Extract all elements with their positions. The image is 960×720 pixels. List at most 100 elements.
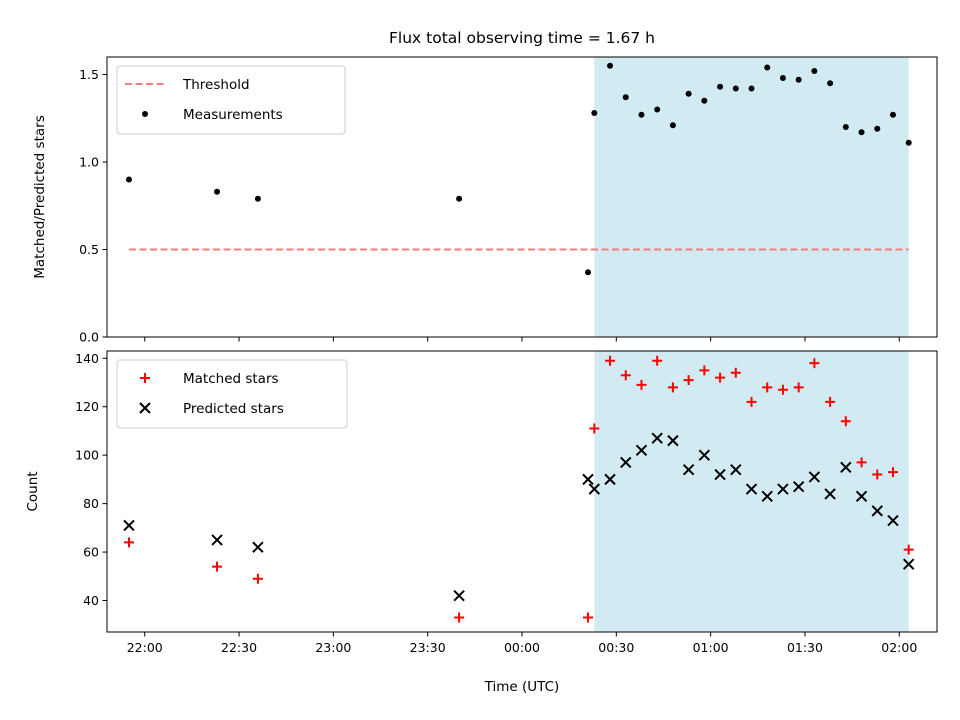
data-point (871, 505, 883, 517)
data-point (652, 355, 663, 366)
data-point (683, 375, 694, 386)
data-point (748, 85, 755, 92)
data-point (685, 90, 692, 97)
data-point (605, 355, 616, 366)
data-point (889, 111, 896, 118)
data-point (126, 176, 133, 183)
data-point (903, 544, 914, 555)
data-point (717, 83, 724, 90)
chart-title: Flux total observing time = 1.67 h (389, 29, 655, 47)
data-point (667, 434, 679, 447)
data-point (682, 463, 695, 476)
data-point (902, 558, 915, 570)
legend-label: Matched stars (183, 371, 279, 387)
y-tick-label: 0.0 (79, 330, 99, 345)
data-point (746, 396, 757, 407)
data-point (732, 85, 739, 92)
data-point (872, 469, 883, 480)
data-point (454, 612, 465, 623)
data-point (667, 382, 678, 393)
legend: Matched stars Predicted stars (116, 359, 348, 429)
data-point (714, 468, 726, 481)
legend-box (116, 359, 348, 429)
series-matched-stars (124, 355, 914, 623)
y-tick-label: 120 (75, 399, 99, 414)
data-point (591, 110, 598, 116)
data-point (252, 541, 264, 553)
data-point (887, 467, 898, 478)
y-tick-label: 40 (83, 593, 99, 608)
data-point (636, 379, 647, 390)
y-tick-label: 0.5 (79, 242, 99, 257)
legend-label: Measurements (183, 107, 283, 123)
legend-label: Predicted stars (183, 401, 284, 417)
data-point (809, 358, 820, 369)
data-point (779, 75, 786, 81)
data-point (698, 449, 711, 461)
data-point (808, 471, 821, 483)
data-point (583, 612, 594, 623)
data-point (824, 488, 836, 500)
y-tick-label: 1.5 (79, 67, 99, 82)
data-point (825, 396, 836, 407)
data-point (635, 444, 648, 457)
data-point (887, 514, 899, 527)
y-tick-label: 140 (75, 351, 99, 366)
data-point (792, 480, 805, 493)
x-tick-label: 01:30 (787, 640, 823, 655)
x-tick-label: 23:00 (315, 640, 351, 655)
data-point (669, 122, 676, 129)
data-point (730, 463, 742, 476)
data-point (585, 269, 592, 276)
shaded-region (594, 57, 909, 337)
data-point (582, 473, 594, 486)
data-point (123, 519, 135, 532)
data-point (827, 80, 834, 87)
data-point (874, 125, 881, 132)
x-tick-label: 01:00 (693, 640, 729, 655)
data-point (905, 139, 912, 146)
shaded-region (594, 351, 909, 632)
data-point (607, 62, 614, 69)
data-point (777, 483, 789, 495)
data-point (701, 97, 708, 104)
y-axis-label: Count (25, 471, 41, 511)
data-point (856, 457, 867, 468)
data-point (842, 124, 849, 130)
y-tick-label: 1.0 (79, 155, 99, 170)
data-point (589, 423, 600, 434)
y-tick-label: 80 (83, 496, 99, 511)
data-point (858, 129, 865, 136)
data-point (761, 490, 773, 503)
y-tick-label: 100 (75, 448, 99, 463)
data-point (764, 64, 771, 71)
data-point (604, 473, 616, 486)
x-tick-label: 23:30 (410, 640, 446, 655)
data-point (620, 370, 631, 381)
data-point (715, 372, 726, 383)
data-point (730, 367, 741, 378)
x-tick-label: 02:00 (881, 640, 917, 655)
x-tick-label: 22:00 (127, 640, 163, 655)
series-predicted-stars (123, 432, 915, 602)
x-tick-label: 00:00 (504, 640, 540, 655)
x-axis-label: Time (UTC) (484, 679, 560, 695)
y-axis-label: Matched/Predicted stars (32, 115, 48, 278)
data-point (840, 416, 851, 427)
data-point (214, 188, 221, 195)
plot-panel-1: 0.0 0.5 1.0 1.5 Matched/Predicted stars Flux … (32, 29, 938, 345)
data-point (795, 76, 802, 83)
data-point (211, 534, 223, 546)
data-point (453, 589, 465, 602)
data-point (855, 490, 868, 503)
legend-swatch-marker (142, 111, 148, 117)
data-point (254, 195, 261, 202)
data-point (699, 365, 710, 376)
data-point (654, 106, 661, 113)
data-point (651, 432, 663, 444)
data-point (252, 573, 263, 584)
legend: Threshold Measurements (116, 65, 346, 135)
data-point (456, 195, 463, 202)
plot-panel-2: 40 60 80 100 120 140 22:00 22:30 23:00 23:30 00:00… (25, 350, 938, 695)
